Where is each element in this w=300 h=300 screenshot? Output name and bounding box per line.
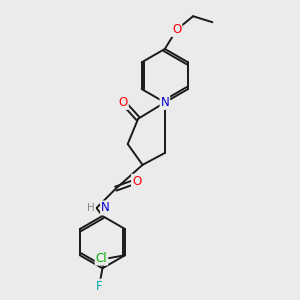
Text: O: O (132, 175, 141, 188)
Text: Cl: Cl (96, 252, 107, 265)
Text: N: N (101, 202, 110, 214)
Text: O: O (172, 23, 182, 36)
Text: N: N (160, 96, 169, 109)
Text: F: F (96, 280, 103, 292)
Text: O: O (118, 96, 128, 109)
Text: H: H (87, 203, 95, 213)
